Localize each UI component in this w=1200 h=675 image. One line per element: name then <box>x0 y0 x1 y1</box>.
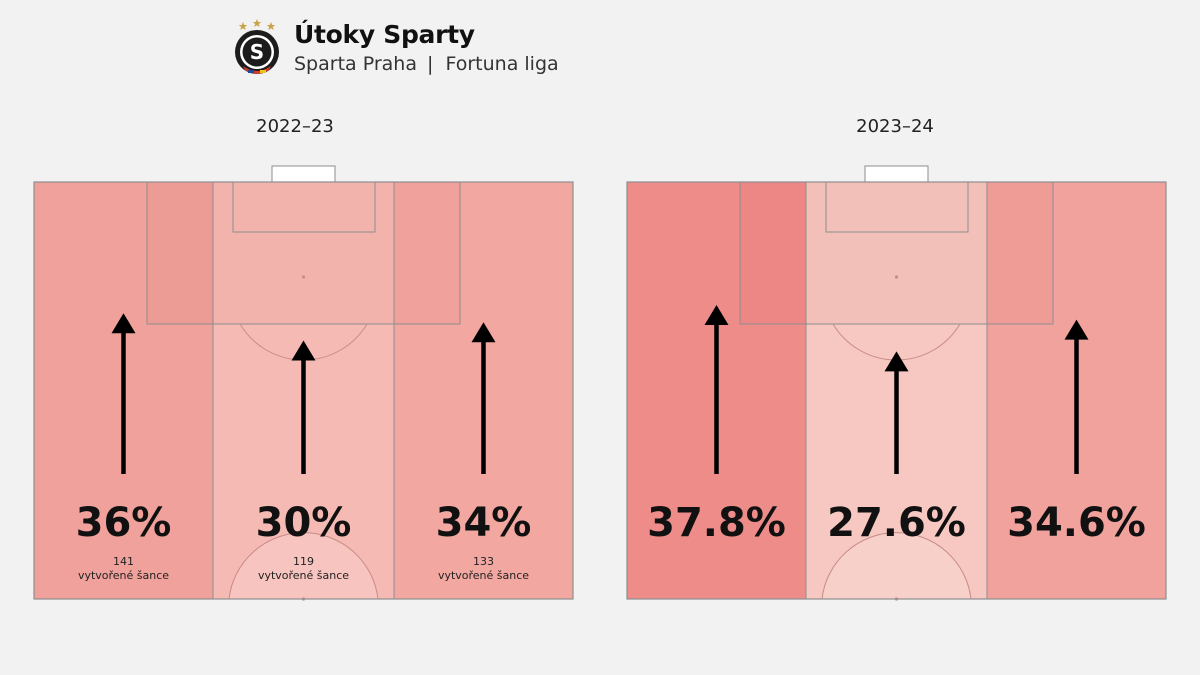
pitch-border <box>33 181 574 600</box>
penalty-spot <box>894 275 899 279</box>
center-circle <box>228 532 379 600</box>
count-caption-center: vytvořené šance <box>258 569 349 582</box>
arrow-head-icon <box>291 340 316 361</box>
percent-label-center: 30% <box>256 500 352 546</box>
percent-label-center: 27.6% <box>827 500 966 546</box>
logo-letter: S <box>250 40 264 64</box>
count-label-left: 141 <box>113 555 134 568</box>
arrow-right <box>1064 319 1089 474</box>
season-title-2022-23: 2022–23 <box>256 116 334 137</box>
penalty-area <box>146 181 461 325</box>
percent-label-left: 36% <box>76 500 172 546</box>
page-title: Útoky Sparty <box>294 20 475 49</box>
arrow-center <box>291 340 316 474</box>
arrow-head-icon <box>884 351 909 372</box>
penalty-spot <box>301 275 306 279</box>
arrow-left <box>111 313 136 474</box>
arrow-head-icon <box>1064 319 1089 340</box>
count-caption-left: vytvořené šance <box>78 569 169 582</box>
sparta-logo-icon: S <box>235 19 279 74</box>
arrow-head-icon <box>111 313 136 334</box>
count-caption-right: vytvořené šance <box>438 569 529 582</box>
goal <box>864 165 929 183</box>
percent-label-right: 34% <box>436 500 532 546</box>
center-circle <box>821 532 972 600</box>
star-icon <box>238 22 248 30</box>
pitch-border <box>626 181 1167 600</box>
arrow-center <box>884 351 909 474</box>
league-name: Fortuna liga <box>445 53 559 75</box>
subtitle-separator: | <box>427 53 434 75</box>
goal <box>271 165 336 183</box>
season-title-2023-24: 2023–24 <box>856 116 934 137</box>
percent-label-left: 37.8% <box>647 500 786 546</box>
count-label-center: 119 <box>293 555 314 568</box>
arrow-left <box>704 305 729 474</box>
star-icon <box>266 22 276 30</box>
star-icon <box>252 19 262 27</box>
page-subtitle: Sparta Praha | Fortuna liga <box>294 53 559 75</box>
team-name: Sparta Praha <box>294 53 417 75</box>
pitch-chart-2023-24: 37.8% 27.6% 34.6% <box>626 165 1167 601</box>
arrow-head-icon <box>471 322 496 343</box>
penalty-area <box>739 181 1054 325</box>
pitch-zones <box>627 182 1166 599</box>
count-label-right: 133 <box>473 555 494 568</box>
percent-label-right: 34.6% <box>1007 500 1146 546</box>
arrow-right <box>471 322 496 474</box>
arrow-head-icon <box>704 305 729 326</box>
header: S Útoky Sparty Sparta Praha | Fortuna li… <box>234 16 634 80</box>
